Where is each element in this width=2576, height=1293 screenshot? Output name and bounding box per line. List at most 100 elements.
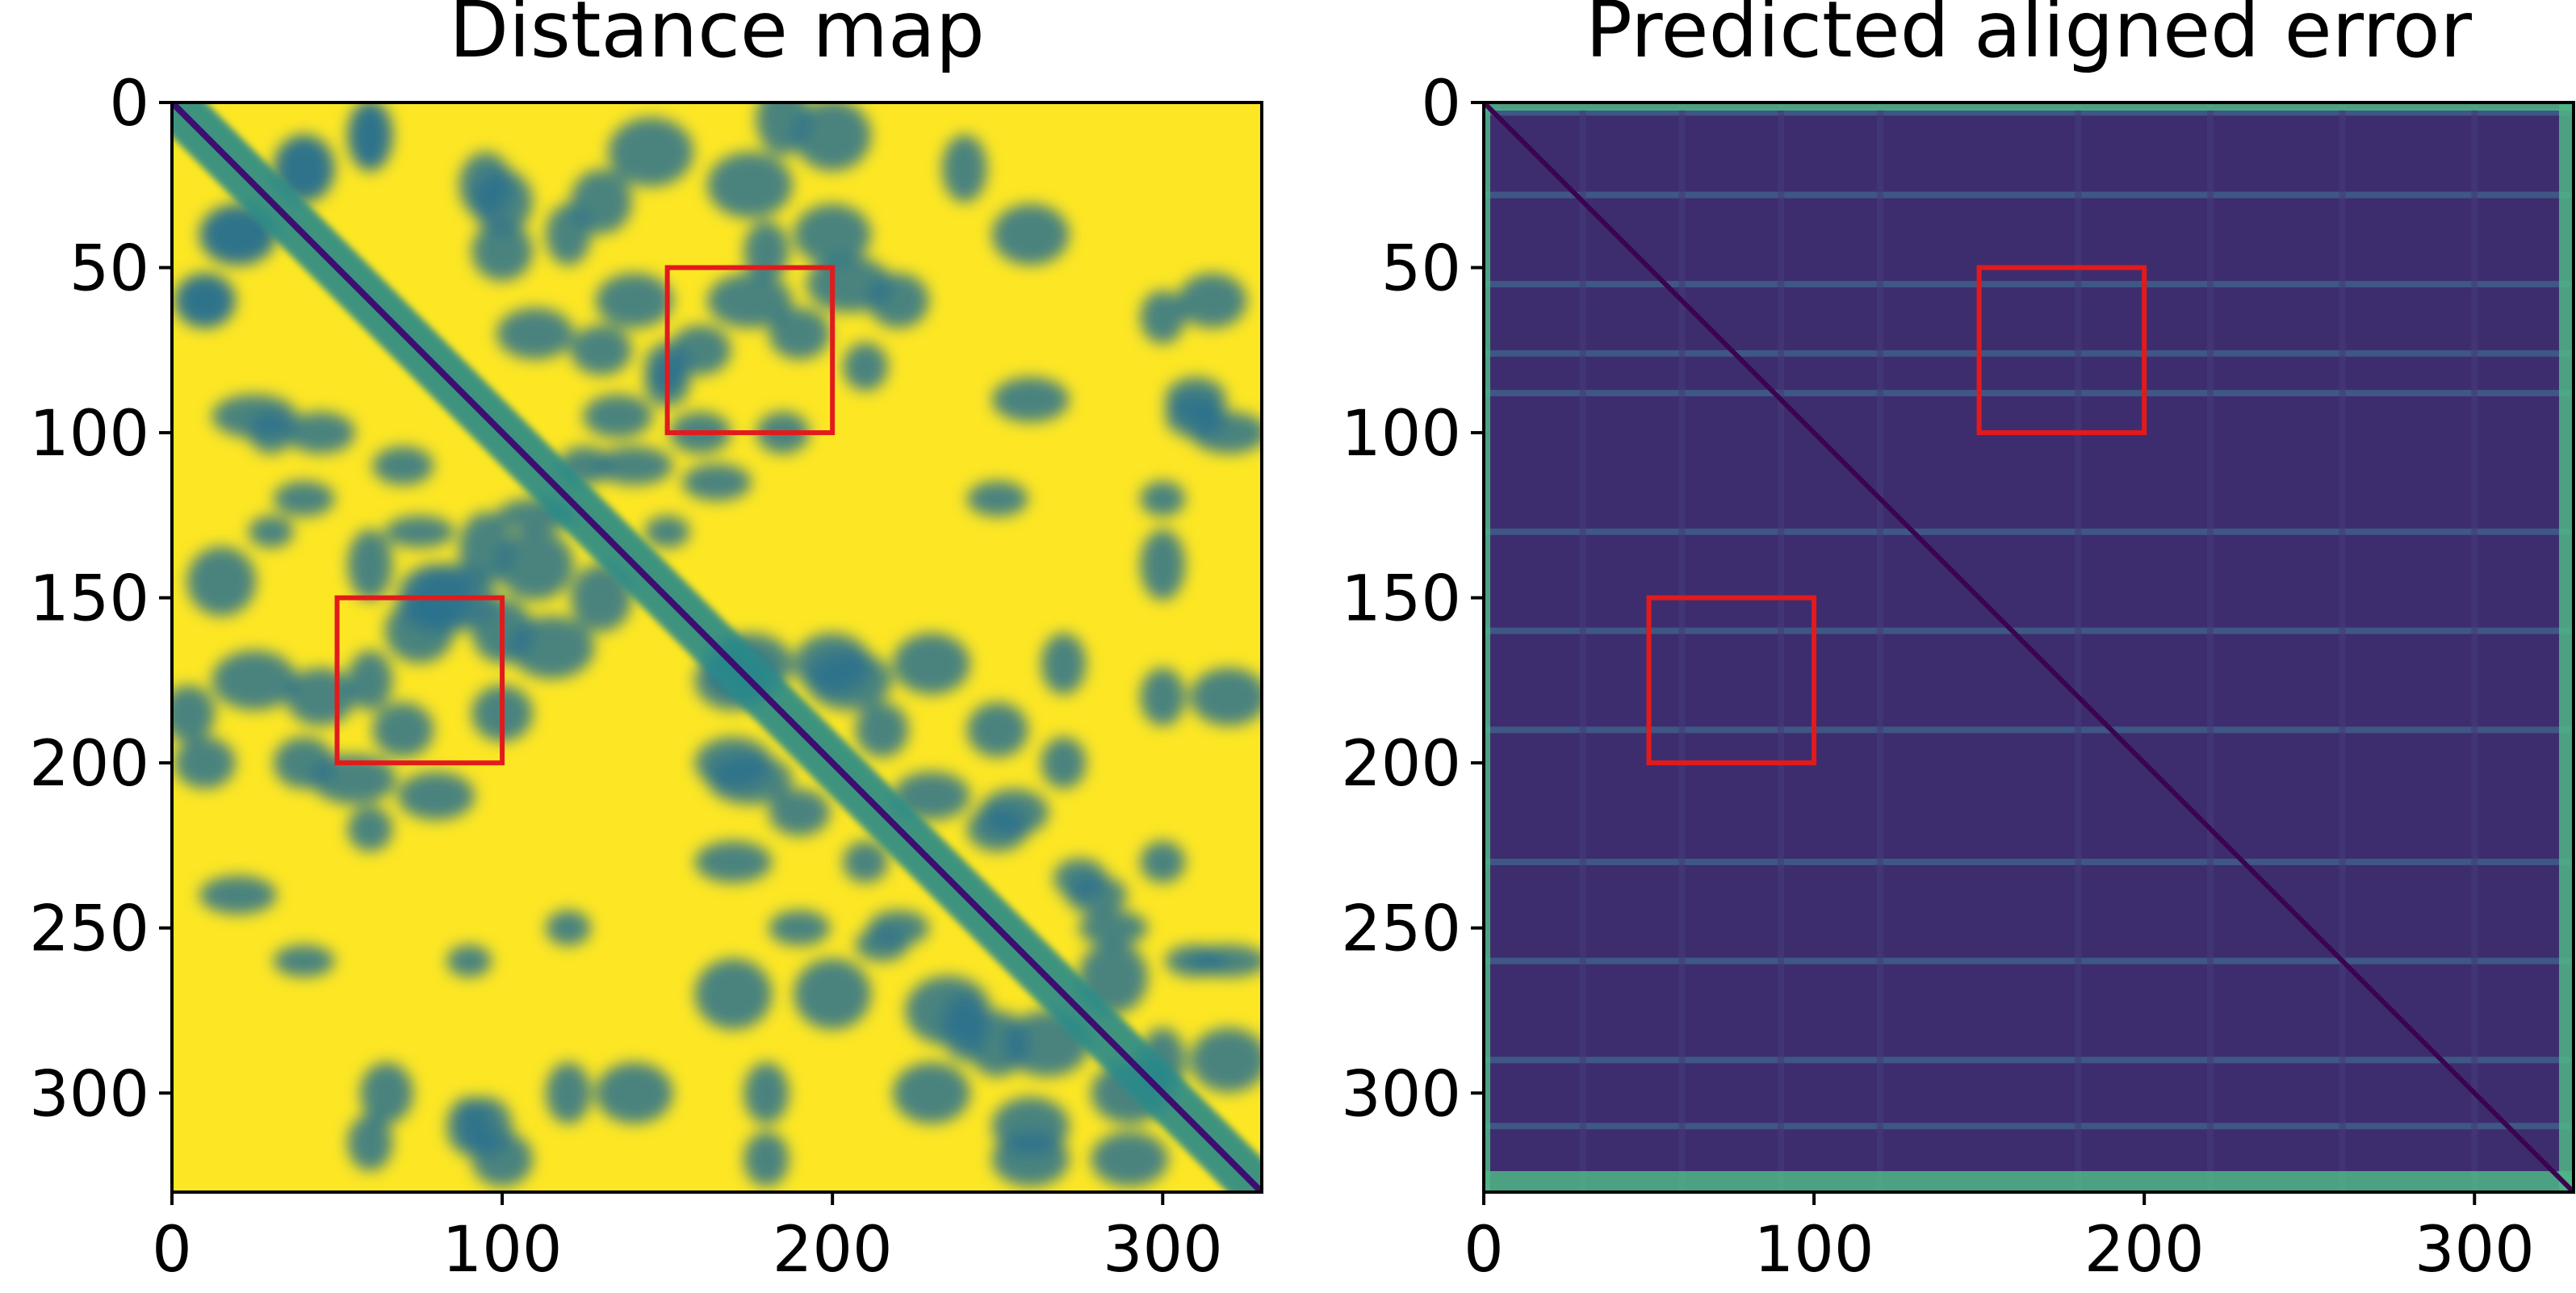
pae-xtick-label: 0 xyxy=(1464,1214,1504,1287)
pae-stripe xyxy=(1484,1123,2574,1130)
distance-map-contact-cluster xyxy=(843,840,889,883)
pae-stripe xyxy=(1484,858,2574,865)
distance-map-contact-cluster xyxy=(199,875,277,914)
distance-map-ytick-label: 100 xyxy=(29,398,149,471)
distance-map-contact-cluster xyxy=(347,103,393,171)
distance-map-contact-cluster xyxy=(1165,394,1227,438)
distance-map-contact-cluster xyxy=(706,273,793,328)
distance-map-contact-cluster xyxy=(446,944,492,977)
distance-map-contact-cluster xyxy=(855,702,909,758)
distance-map-contact-cluster xyxy=(794,958,872,1030)
distance-map-contact-cluster xyxy=(1041,633,1087,695)
pae-stripe xyxy=(1484,528,2574,535)
distance-map-contact-cluster xyxy=(545,203,591,266)
distance-map-contact-cluster xyxy=(471,221,534,282)
distance-map-contact-cluster xyxy=(471,169,534,234)
distance-map-contact-cluster xyxy=(273,737,335,789)
distance-map-contact-cluster xyxy=(794,633,872,695)
pae-stripe xyxy=(1484,191,2574,199)
distance-map-ytick-label: 0 xyxy=(109,68,149,140)
distance-map-contact-cluster xyxy=(1041,737,1087,789)
pae-panel: Predicted aligned error 0 100 200 300 0 50 100… xyxy=(1341,0,2575,1287)
distance-map-contact-cluster xyxy=(743,1132,790,1187)
distance-map-contact-cluster xyxy=(496,308,574,360)
pae-boxes xyxy=(1646,265,2147,766)
distance-map-ytick-label: 150 xyxy=(29,563,149,636)
distance-map-contact-cluster xyxy=(966,1010,1028,1077)
pae-frame xyxy=(1482,101,2575,1194)
distance-map-contact-cluster xyxy=(1190,944,1262,977)
distance-map-diagonal xyxy=(172,103,1262,1192)
distance-map-contact-cluster xyxy=(595,1062,673,1124)
distance-map-contact-cluster xyxy=(174,737,236,789)
distance-map-xtick-label: 100 xyxy=(442,1214,563,1287)
distance-map-contact-cluster xyxy=(186,546,257,617)
pae-stripe xyxy=(1484,281,2574,287)
pae-highlight-box xyxy=(1976,265,2147,436)
distance-map-highlight-box xyxy=(334,595,505,766)
pae-ytick-label: 250 xyxy=(1341,893,1461,966)
pae-vstripe xyxy=(2075,103,2082,1192)
pae-edge-right xyxy=(2559,103,2574,1192)
pae-edge-top xyxy=(1484,103,2574,111)
pae-highlight-box xyxy=(1646,595,1817,766)
distance-map-contact-cluster xyxy=(1140,529,1186,600)
pae-edge-bottom xyxy=(1484,1171,2574,1192)
pae-vstripe xyxy=(1876,103,1883,1192)
pae-xtick-label: 300 xyxy=(2415,1214,2535,1287)
pae-ytick-label: 150 xyxy=(1341,563,1461,636)
distance-map-contact-cluster xyxy=(892,633,970,695)
pae-stripe xyxy=(1484,390,2574,396)
distance-map-contact-cluster xyxy=(769,910,831,946)
distance-map-boxes xyxy=(334,265,836,766)
distance-map-contact-cluster xyxy=(595,273,673,328)
distance-map-contact-cluster xyxy=(892,772,970,821)
distance-map-contact-cluster xyxy=(1140,667,1186,726)
pae-vstripe xyxy=(2339,103,2346,1192)
pae-vstripe xyxy=(2207,103,2214,1192)
distance-map-contact-cluster xyxy=(855,927,909,962)
distance-map-contact-cluster xyxy=(794,203,872,266)
pae-ticks: 0 100 200 300 0 50 100 150 200 250 300 xyxy=(1341,68,2535,1287)
distance-map-ytick-label: 300 xyxy=(29,1058,149,1131)
pae-vstripe xyxy=(1678,103,1686,1192)
distance-map-contact-cluster xyxy=(644,515,690,548)
distance-map-contact-cluster xyxy=(1140,290,1186,344)
distance-map-contact-cluster xyxy=(1140,840,1186,883)
distance-map-contact-cluster xyxy=(706,152,793,219)
pae-ytick-label: 200 xyxy=(1341,728,1461,801)
distance-map-contact-cluster xyxy=(248,412,294,454)
distance-map-contact-cluster xyxy=(991,1132,1070,1187)
distance-map-contact-cluster xyxy=(372,702,434,758)
distance-map-contact-cluster xyxy=(397,772,475,821)
distance-map-contact-cluster xyxy=(966,480,1028,517)
pae-vstripe xyxy=(1579,103,1586,1192)
pae-vstripe xyxy=(2471,103,2478,1192)
distance-map-contact-cluster xyxy=(966,702,1028,758)
pae-title: Predicted aligned error xyxy=(1585,0,2473,75)
pae-stripe xyxy=(1484,349,2574,357)
distance-map-contact-cluster xyxy=(694,737,773,789)
distance-map-contact-cluster xyxy=(694,840,773,883)
distance-map-contact-cluster xyxy=(1190,1027,1262,1093)
distance-map-contact-cluster xyxy=(273,480,335,517)
pae-diagonal xyxy=(1484,103,2574,1192)
distance-map-ytick-label: 200 xyxy=(29,728,149,801)
distance-map-panel: Distance map 0 100 200 300 0 50 100 150 200 250 30… xyxy=(29,0,1263,1287)
distance-map-frame xyxy=(170,101,1263,1194)
pae-ytick-label: 50 xyxy=(1381,233,1461,306)
distance-map-contact-cluster xyxy=(347,1114,393,1171)
distance-map-contact-cluster xyxy=(843,342,889,391)
distance-map-contact-cluster xyxy=(372,446,434,485)
pae-xtick-label: 200 xyxy=(2084,1214,2205,1287)
distance-map-contact-cluster xyxy=(1177,273,1247,328)
pae-image xyxy=(1484,103,2574,1192)
pae-xtick-label: 100 xyxy=(1754,1214,1874,1287)
distance-map-contact-cluster xyxy=(545,910,591,946)
distance-map-contact-cluster xyxy=(1190,667,1262,726)
distance-map-ytick-label: 50 xyxy=(69,233,149,306)
distance-map-contact-cluster xyxy=(682,463,752,501)
distance-map-contact-cluster xyxy=(286,667,356,726)
pae-stripe xyxy=(1484,957,2574,965)
